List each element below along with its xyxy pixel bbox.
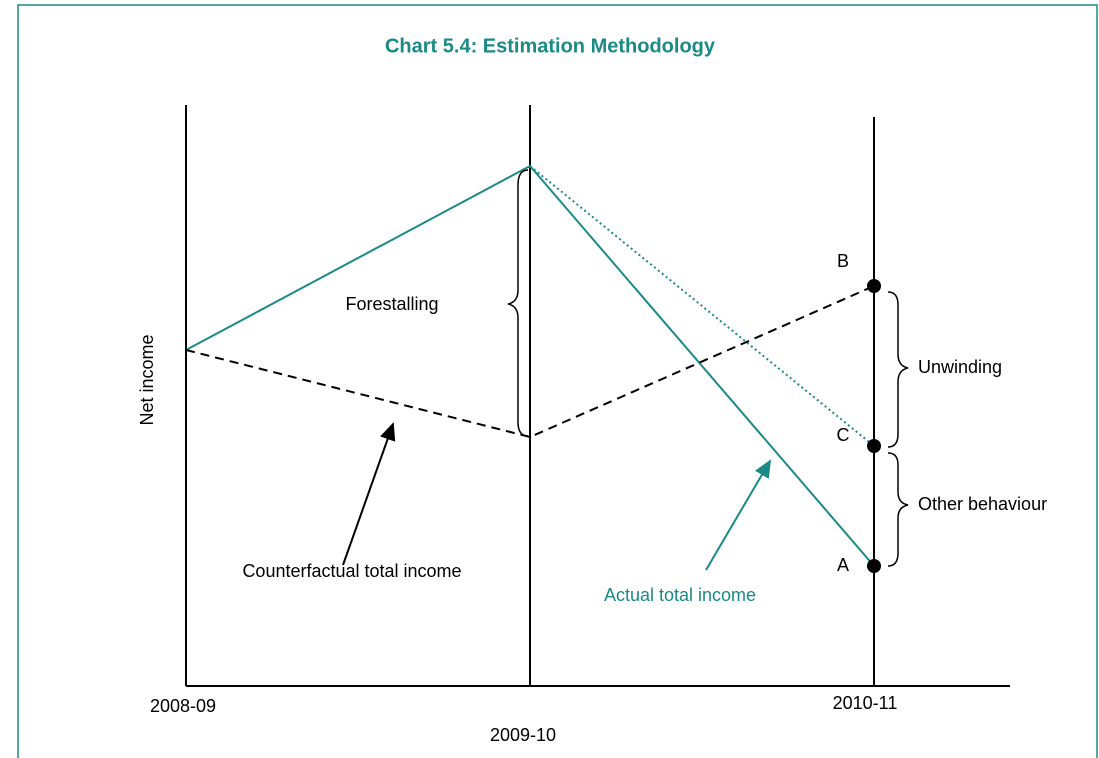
frame: [17, 4, 1098, 758]
annotation: Other behaviour: [918, 494, 1047, 514]
brace: [887, 452, 909, 567]
point-label: A: [837, 555, 849, 575]
point-label: C: [837, 425, 850, 445]
point: [867, 279, 881, 293]
braces: [507, 169, 909, 567]
brace: [507, 169, 529, 437]
x-label: 2009-10: [490, 725, 556, 745]
title: Chart 5.4: Estimation Methodology: [385, 35, 716, 57]
annotation: Forestalling: [345, 294, 438, 314]
y-axis-label: Net income: [137, 334, 157, 425]
axes: [185, 105, 1010, 687]
point: [867, 439, 881, 453]
point: [867, 559, 881, 573]
x-label: 2008-09: [150, 696, 216, 716]
annotation: Actual total income: [604, 585, 756, 605]
point-label: B: [837, 251, 849, 271]
points: [867, 279, 881, 573]
brace: [887, 291, 909, 448]
x-label: 2010-11: [833, 693, 898, 713]
annotation: Unwinding: [918, 357, 1002, 377]
annotation: Counterfactual total income: [242, 561, 461, 581]
arrow: [342, 422, 396, 566]
arrow: [705, 459, 772, 571]
counterfactual-line: [185, 285, 875, 439]
dotted-line: [529, 165, 875, 447]
